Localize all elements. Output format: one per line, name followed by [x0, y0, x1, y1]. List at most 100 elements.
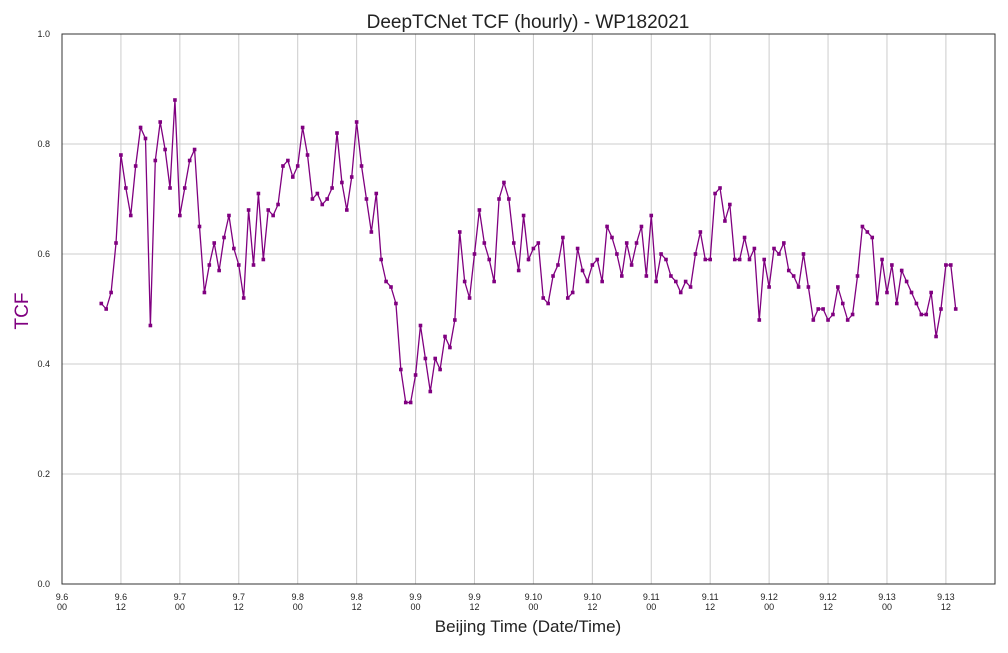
data-point — [620, 274, 624, 278]
data-point — [374, 191, 379, 196]
data-point — [320, 202, 325, 207]
data-point — [477, 208, 482, 212]
data-point — [703, 257, 708, 262]
data-point — [310, 197, 315, 201]
y-tick-label: 0.6 — [37, 249, 50, 259]
data-point — [207, 263, 212, 267]
data-point — [119, 153, 123, 157]
data-point — [197, 224, 202, 229]
data-point — [551, 274, 555, 278]
x-tick-label-date: 9.7 — [174, 592, 187, 602]
grid — [62, 34, 995, 584]
data-point — [507, 197, 511, 201]
data-point — [187, 158, 192, 163]
data-point — [678, 290, 683, 295]
data-point — [654, 279, 658, 284]
data-point — [836, 285, 840, 289]
data-point — [222, 235, 226, 240]
data-point — [664, 257, 668, 262]
x-tick-label-date: 9.10 — [584, 592, 602, 602]
data-point — [899, 268, 904, 273]
data-point — [457, 230, 462, 234]
data-point — [295, 164, 300, 168]
data-point — [683, 279, 688, 284]
x-tick-label-hour: 12 — [352, 602, 362, 612]
data-point — [860, 224, 865, 229]
data-point — [158, 120, 163, 124]
data-point — [919, 312, 924, 317]
data-point — [723, 219, 727, 223]
data-point — [453, 318, 457, 322]
data-point — [173, 98, 177, 102]
data-point — [168, 186, 172, 190]
x-tick-label-date: 9.8 — [291, 592, 304, 602]
data-point — [335, 131, 339, 135]
y-tick-label: 0.4 — [37, 359, 50, 369]
data-point — [217, 268, 221, 273]
data-point — [875, 301, 879, 306]
data-point — [286, 158, 290, 163]
data-point — [624, 241, 629, 245]
x-axis-ticks: 9.6009.6129.7009.7129.8009.8129.9009.912… — [56, 592, 955, 612]
y-axis-label: TCF — [12, 293, 33, 330]
data-point — [649, 213, 654, 218]
data-point — [531, 246, 536, 251]
data-point — [728, 202, 732, 207]
data-point — [281, 164, 285, 168]
data-point — [256, 191, 261, 196]
y-tick-label: 0.2 — [37, 469, 50, 479]
data-point — [241, 296, 246, 300]
data-point — [340, 180, 344, 185]
data-point — [561, 235, 565, 240]
data-point — [698, 230, 703, 234]
data-point — [246, 208, 251, 212]
data-point — [349, 175, 354, 179]
chart-title: DeepTCNet TCF (hourly) - WP182021 — [367, 12, 690, 33]
data-point — [894, 301, 899, 306]
x-tick-label-hour: 00 — [57, 602, 67, 612]
x-tick-label-date: 9.6 — [115, 592, 128, 602]
x-tick-label-hour: 00 — [293, 602, 303, 612]
data-point — [266, 208, 271, 212]
data-point — [418, 323, 423, 328]
data-point — [831, 312, 835, 317]
x-tick-label-hour: 12 — [941, 602, 951, 612]
data-point — [796, 285, 801, 289]
data-point — [855, 274, 860, 278]
data-point — [227, 213, 231, 218]
data-point — [364, 197, 369, 201]
data-point — [757, 318, 762, 322]
data-point — [325, 197, 329, 201]
data-point — [413, 373, 418, 377]
data-point — [408, 400, 413, 405]
data-point — [806, 285, 811, 289]
data-point — [467, 296, 472, 300]
data-point — [472, 252, 477, 256]
x-tick-label-date: 9.7 — [233, 592, 246, 602]
data-point — [99, 301, 104, 306]
data-point — [511, 241, 516, 245]
data-point — [644, 274, 649, 278]
data-point — [909, 290, 914, 295]
data-point — [276, 202, 280, 207]
data-point — [570, 290, 575, 295]
y-tick-label: 0.0 — [37, 579, 50, 589]
data-point — [747, 257, 752, 262]
x-tick-label-hour: 00 — [528, 602, 538, 612]
data-point — [300, 125, 305, 130]
data-point — [556, 263, 560, 267]
data-point — [674, 279, 678, 284]
data-point — [148, 323, 153, 328]
data-point — [605, 224, 609, 229]
x-tick-label-date: 9.9 — [409, 592, 422, 602]
x-tick-label-hour: 00 — [646, 602, 656, 612]
x-tick-label-hour: 12 — [234, 602, 244, 612]
x-tick-label-date: 9.9 — [468, 592, 481, 602]
x-tick-label-hour: 12 — [469, 602, 479, 612]
data-point — [713, 191, 717, 196]
data-point — [615, 252, 619, 256]
data-point — [163, 147, 167, 152]
data-point — [782, 241, 786, 245]
data-point — [502, 180, 506, 185]
